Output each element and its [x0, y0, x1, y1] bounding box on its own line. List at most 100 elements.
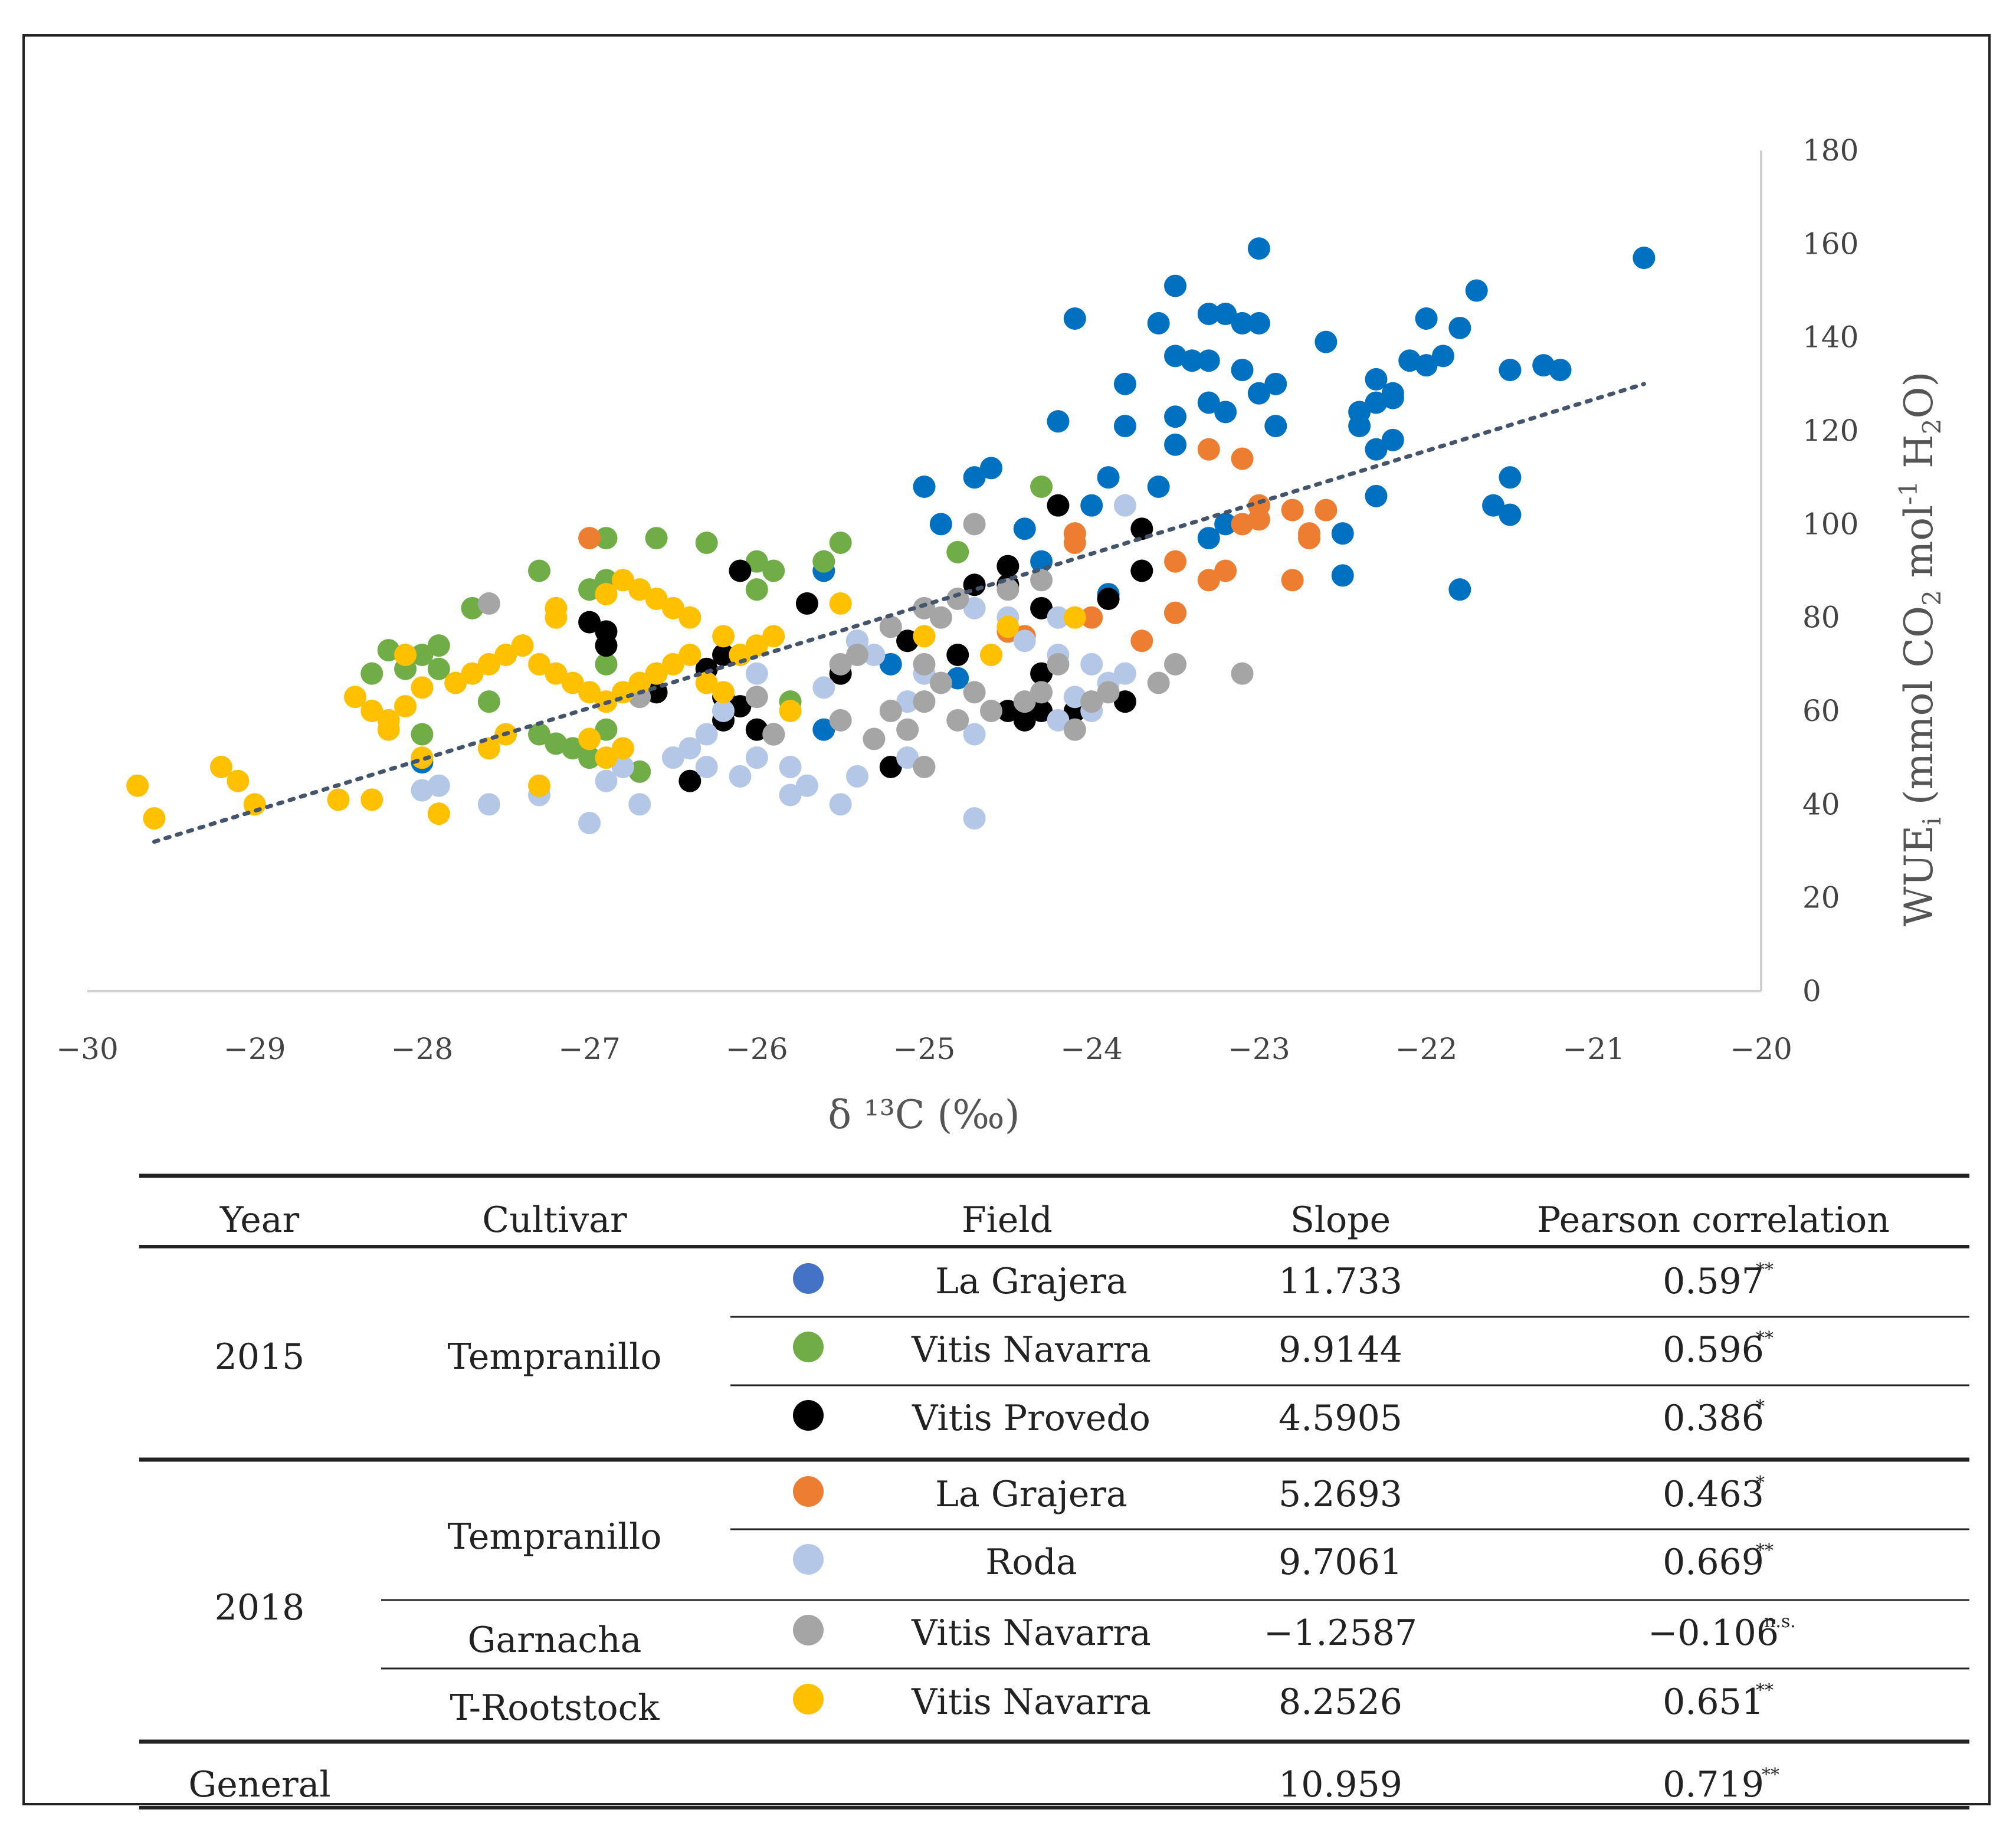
data-point	[913, 653, 936, 676]
data-point	[578, 727, 601, 750]
data-point	[477, 653, 500, 676]
data-point	[896, 718, 919, 741]
x-tick-label: −20	[1730, 1032, 1792, 1066]
data-point	[863, 727, 886, 750]
data-point	[578, 527, 601, 550]
general-label: General	[188, 1764, 330, 1805]
data-point	[611, 756, 634, 778]
data-point	[745, 686, 768, 709]
legend-dot	[793, 1400, 824, 1431]
slope-cell: 5.2693	[1279, 1474, 1402, 1515]
data-point	[996, 700, 1020, 722]
cultivar-2018-tempranillo: Tempranillo	[448, 1516, 662, 1558]
data-point	[896, 690, 919, 713]
data-point	[695, 532, 718, 554]
data-point	[1030, 476, 1053, 498]
y-tick-label: 100	[1802, 507, 1858, 541]
header-cultivar: Cultivar	[482, 1199, 627, 1241]
y-axis-title-sub: i	[1917, 817, 1946, 825]
data-point	[929, 671, 952, 694]
data-point	[795, 774, 818, 797]
y-tick-label: 0	[1802, 974, 1821, 1008]
data-point	[996, 578, 1020, 601]
data-point	[779, 756, 802, 778]
data-point	[595, 527, 618, 550]
x-tick-label: −21	[1563, 1032, 1625, 1066]
data-point	[678, 644, 701, 666]
data-point	[812, 718, 835, 741]
y-tick-label: 80	[1802, 601, 1840, 635]
data-point	[1231, 359, 1254, 382]
data-point	[729, 765, 752, 788]
pearson-cell: −0.106	[1648, 1612, 1779, 1654]
data-point	[527, 774, 550, 797]
significance-mark: n.s.	[1764, 1611, 1796, 1632]
svg-text:WUEi (mmol CO2 mol-1 H2O): WUEi (mmol CO2 mol-1 H2O)	[1894, 372, 1946, 927]
data-point	[712, 644, 735, 666]
data-point	[929, 513, 952, 536]
data-point	[695, 756, 718, 778]
data-point	[829, 532, 852, 554]
data-point	[963, 596, 986, 619]
data-point	[996, 615, 1020, 638]
legend-dot	[793, 1684, 824, 1714]
data-point	[1030, 681, 1053, 704]
legend-dot	[793, 1615, 824, 1645]
data-point	[578, 681, 601, 704]
field-cell: La Grajera	[935, 1261, 1127, 1302]
data-point	[661, 596, 684, 619]
legend-dot	[793, 1544, 824, 1575]
data-point	[611, 569, 634, 592]
y-tick-label: 20	[1802, 881, 1840, 915]
data-point	[578, 611, 601, 634]
statistics-table: Year Cultivar Field Slope Pearson correl…	[139, 1173, 1969, 1809]
data-point	[1113, 372, 1136, 395]
data-point	[1315, 330, 1338, 353]
data-point	[143, 807, 166, 830]
data-point	[1164, 274, 1187, 297]
data-point	[1214, 303, 1237, 326]
data-point	[745, 578, 768, 601]
data-point	[1247, 382, 1270, 405]
data-point	[595, 653, 618, 676]
data-point	[1247, 237, 1270, 260]
data-point	[812, 676, 835, 699]
data-point	[1164, 653, 1187, 676]
data-point	[829, 709, 852, 732]
data-point	[712, 681, 735, 704]
data-point	[896, 746, 919, 769]
data-point	[1197, 349, 1220, 372]
data-point	[1499, 503, 1522, 526]
table-rows: La Grajera 11.733 0.597**Vitis Navarra 9.91…	[793, 1260, 1796, 1723]
data-point	[913, 476, 936, 498]
data-point	[1113, 415, 1136, 438]
x-tick-labels: −30 −29 −28 −27 −26 −25 −24 −23 −22 −21 −20	[56, 1032, 1792, 1066]
data-point	[829, 653, 852, 676]
data-point	[1247, 312, 1270, 335]
data-point	[645, 588, 668, 610]
header-slope: Slope	[1290, 1199, 1391, 1241]
data-point	[1381, 428, 1404, 451]
data-point	[963, 723, 986, 746]
data-point	[1214, 513, 1237, 536]
data-point	[1281, 499, 1304, 522]
data-point	[427, 802, 450, 825]
header-field: Field	[962, 1199, 1053, 1241]
data-point	[1047, 494, 1070, 517]
data-point	[879, 653, 902, 676]
data-point	[1214, 559, 1237, 582]
data-point	[1097, 466, 1120, 489]
year-2015: 2015	[215, 1336, 305, 1378]
data-point	[595, 634, 618, 657]
data-point	[946, 540, 969, 563]
header-year: Year	[219, 1199, 300, 1241]
data-point	[1147, 671, 1170, 694]
data-point	[1130, 559, 1153, 582]
data-point	[595, 583, 618, 606]
data-point	[1063, 718, 1086, 741]
y-axis-title-text: WUE	[1896, 825, 1942, 927]
data-point	[1214, 401, 1237, 424]
data-point	[511, 634, 534, 657]
data-point	[595, 746, 618, 769]
data-point	[227, 769, 250, 792]
